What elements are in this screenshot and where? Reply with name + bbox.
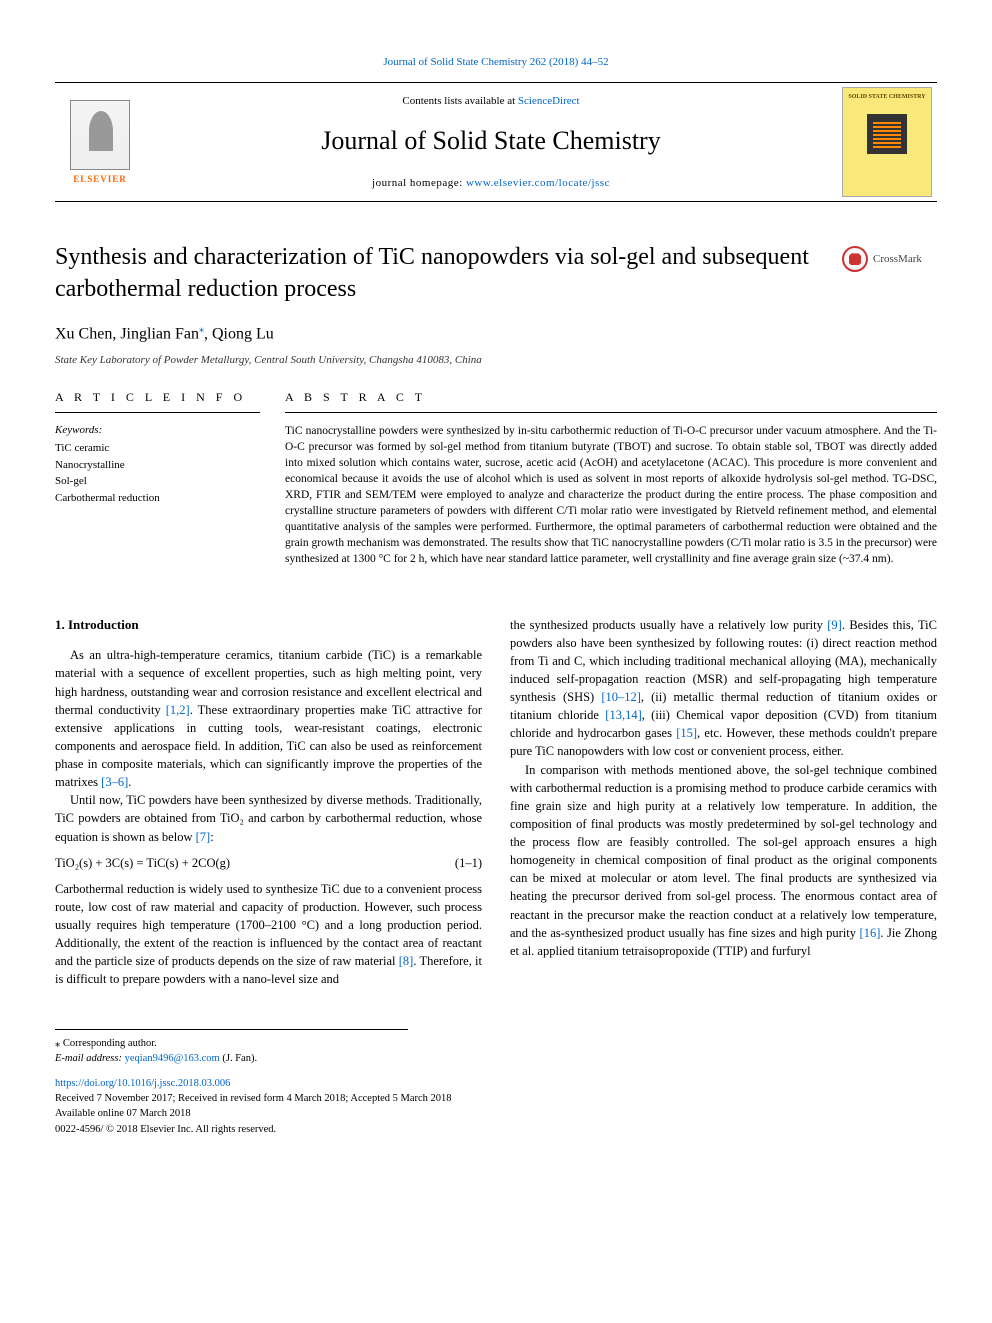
homepage-line: journal homepage: www.elsevier.com/locat… [145, 176, 837, 191]
journal-header: ELSEVIER Contents lists available at Sci… [55, 82, 937, 202]
article-dates: Received 7 November 2017; Received in re… [55, 1091, 937, 1106]
email-tail: (J. Fan). [220, 1053, 257, 1064]
author-email-link[interactable]: yeqian9496@163.com [125, 1053, 220, 1064]
publisher-name: ELSEVIER [73, 173, 127, 186]
elsevier-tree-icon [70, 100, 130, 170]
equation: TiO₂(s) + 3C(s) = TiC(s) + 2CO(g) (1–1) [55, 854, 482, 872]
journal-issue-ref[interactable]: Journal of Solid State Chemistry 262 (20… [55, 55, 937, 70]
email-label: E-mail address: [55, 1053, 125, 1064]
available-online: Available online 07 March 2018 [55, 1106, 937, 1121]
body-column-left: 1. Introduction As an ultra-high-tempera… [55, 616, 482, 989]
journal-name: Journal of Solid State Chemistry [145, 123, 837, 159]
affiliation: State Key Laboratory of Powder Metallurg… [55, 353, 937, 368]
keywords-label: Keywords: [55, 423, 260, 438]
copyright-line: 0022-4596/ © 2018 Elsevier Inc. All righ… [55, 1122, 937, 1137]
cover-graphic-icon [867, 114, 907, 154]
publisher-logo[interactable]: ELSEVIER [55, 83, 145, 201]
body-column-right: the synthesized products usually have a … [510, 616, 937, 989]
abstract-text: TiC nanocrystalline powders were synthes… [285, 423, 937, 568]
citation-link[interactable]: [16] [860, 926, 881, 940]
keyword-item: Carbothermal reduction [55, 490, 260, 507]
author-list: Xu Chen, Jinglian Fan⁎, Qiong Lu [55, 323, 937, 346]
crossmark-badge[interactable]: CrossMark [842, 246, 937, 272]
citation-link[interactable]: [8] [399, 954, 414, 968]
doi-link[interactable]: https://doi.org/10.1016/j.jssc.2018.03.0… [55, 1078, 230, 1089]
authors-part1: Xu Chen, Jinglian Fan [55, 325, 199, 342]
article-info-heading: A R T I C L E I N F O [55, 389, 260, 413]
homepage-prefix: journal homepage: [372, 177, 466, 189]
citation-link[interactable]: [7] [196, 830, 211, 844]
crossmark-label: CrossMark [873, 252, 922, 267]
article-title: Synthesis and characterization of TiC na… [55, 242, 822, 304]
para-text: In comparison with methods mentioned abo… [510, 763, 937, 940]
contents-prefix: Contents lists available at [402, 95, 517, 107]
cover-title: SOLID STATE CHEMISTRY [848, 94, 925, 101]
keyword-item: Nanocrystalline [55, 457, 260, 474]
citation-link[interactable]: [1,2] [166, 703, 190, 717]
authors-part2: , Qiong Lu [204, 325, 274, 342]
crossmark-icon [842, 246, 868, 272]
para-text: . [128, 775, 131, 789]
para-text: the synthesized products usually have a … [510, 618, 827, 632]
footnotes: ⁎ Corresponding author. E-mail address: … [55, 1029, 408, 1066]
article-meta: https://doi.org/10.1016/j.jssc.2018.03.0… [55, 1076, 937, 1137]
section-heading-introduction: 1. Introduction [55, 616, 482, 635]
contents-available-line: Contents lists available at ScienceDirec… [145, 94, 837, 109]
citation-link[interactable]: [13,14] [605, 708, 641, 722]
equation-number: (1–1) [455, 854, 482, 872]
citation-link[interactable]: [3–6] [101, 775, 128, 789]
para-text: : [210, 830, 213, 844]
para-text: Until now, TiC powders have been synthes… [55, 793, 482, 843]
equation-body: TiO₂(s) + 3C(s) = TiC(s) + 2CO(g) [55, 854, 455, 872]
citation-link[interactable]: [15] [676, 726, 697, 740]
keyword-item: Sol-gel [55, 473, 260, 490]
journal-cover-thumbnail[interactable]: SOLID STATE CHEMISTRY [842, 87, 932, 197]
abstract-heading: A B S T R A C T [285, 389, 937, 413]
corresponding-author-note: ⁎ Corresponding author. [55, 1036, 408, 1051]
citation-link[interactable]: [10–12] [601, 690, 641, 704]
citation-link[interactable]: [9] [827, 618, 842, 632]
keyword-item: TiC ceramic [55, 440, 260, 457]
homepage-link[interactable]: www.elsevier.com/locate/jssc [466, 177, 610, 189]
sciencedirect-link[interactable]: ScienceDirect [518, 95, 580, 107]
